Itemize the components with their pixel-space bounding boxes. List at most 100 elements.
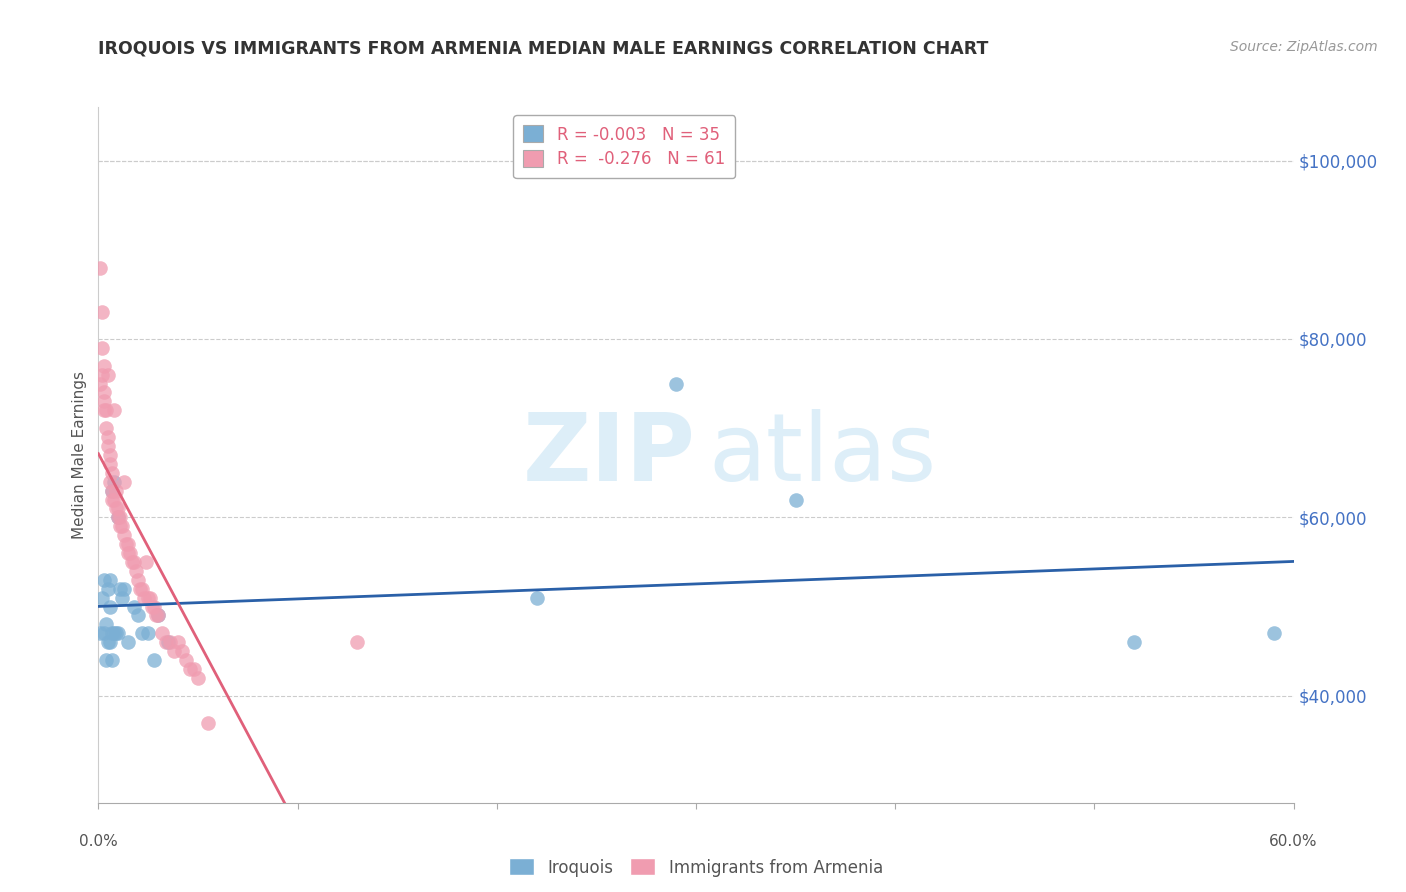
Point <box>107 510 129 524</box>
Point <box>143 653 166 667</box>
Point <box>120 546 142 560</box>
Point <box>107 501 129 516</box>
Point <box>134 591 156 605</box>
Point <box>665 376 688 391</box>
Text: IROQUOIS VS IMMIGRANTS FROM ARMENIA MEDIAN MALE EARNINGS CORRELATION CHART: IROQUOIS VS IMMIGRANTS FROM ARMENIA MEDI… <box>98 40 988 58</box>
Point <box>100 635 122 649</box>
Point <box>131 582 153 596</box>
Point <box>89 376 111 391</box>
Point <box>159 635 181 649</box>
Point <box>89 260 111 275</box>
Point <box>91 305 114 319</box>
Point <box>107 626 129 640</box>
Point <box>121 555 143 569</box>
Point <box>117 546 139 560</box>
Point <box>131 626 153 640</box>
Point <box>125 564 148 578</box>
Point <box>141 599 163 614</box>
Point <box>111 519 134 533</box>
Point <box>148 608 170 623</box>
Point <box>129 582 152 596</box>
Point <box>103 475 125 489</box>
Text: 60.0%: 60.0% <box>1270 834 1317 849</box>
Legend: Iroquois, Immigrants from Armenia: Iroquois, Immigrants from Armenia <box>501 850 891 885</box>
Point <box>100 599 122 614</box>
Point <box>110 582 132 596</box>
Point <box>91 368 114 382</box>
Point <box>101 466 124 480</box>
Point <box>110 519 132 533</box>
Point <box>155 635 177 649</box>
Point <box>93 573 115 587</box>
Point <box>112 475 135 489</box>
Point <box>107 510 129 524</box>
Point <box>127 573 149 587</box>
Point <box>136 626 159 640</box>
Point <box>111 591 134 605</box>
Point <box>785 492 807 507</box>
Point <box>101 483 124 498</box>
Point <box>100 573 122 587</box>
Point <box>117 635 139 649</box>
Point <box>115 537 138 551</box>
Point <box>93 359 115 373</box>
Point <box>117 537 139 551</box>
Point <box>103 403 125 417</box>
Point <box>93 626 115 640</box>
Point <box>100 448 122 462</box>
Point <box>91 591 114 605</box>
Point <box>112 528 135 542</box>
Point <box>135 555 157 569</box>
Point <box>103 626 125 640</box>
Point <box>93 385 115 400</box>
Point <box>100 475 122 489</box>
Point <box>96 403 118 417</box>
Point <box>148 608 170 623</box>
Point <box>97 368 120 382</box>
Y-axis label: Median Male Earnings: Median Male Earnings <box>72 371 87 539</box>
Point <box>100 457 122 471</box>
Point <box>110 510 132 524</box>
Point <box>167 635 190 649</box>
Point <box>197 715 219 730</box>
Point <box>105 501 128 516</box>
Point <box>89 626 111 640</box>
Point <box>143 599 166 614</box>
Point <box>174 653 197 667</box>
Point <box>124 599 146 614</box>
Point <box>346 635 368 649</box>
Point <box>93 394 115 409</box>
Point <box>101 653 124 667</box>
Point <box>101 626 124 640</box>
Point <box>105 626 128 640</box>
Point <box>93 403 115 417</box>
Point <box>1263 626 1285 640</box>
Point <box>127 608 149 623</box>
Point <box>157 635 180 649</box>
Text: Source: ZipAtlas.com: Source: ZipAtlas.com <box>1230 40 1378 54</box>
Point <box>96 421 118 435</box>
Point <box>101 492 124 507</box>
Point <box>124 555 146 569</box>
Point <box>96 617 118 632</box>
Point <box>97 635 120 649</box>
Point <box>96 653 118 667</box>
Point <box>183 662 205 676</box>
Point <box>112 582 135 596</box>
Point <box>97 430 120 444</box>
Point <box>150 626 173 640</box>
Point <box>101 483 124 498</box>
Point <box>526 591 548 605</box>
Text: atlas: atlas <box>709 409 936 501</box>
Point <box>136 591 159 605</box>
Point <box>179 662 201 676</box>
Point <box>103 492 125 507</box>
Point <box>97 582 120 596</box>
Point <box>91 341 114 355</box>
Point <box>187 671 209 685</box>
Point <box>105 483 128 498</box>
Point <box>145 608 167 623</box>
Point <box>139 591 162 605</box>
Point <box>1123 635 1146 649</box>
Text: ZIP: ZIP <box>523 409 696 501</box>
